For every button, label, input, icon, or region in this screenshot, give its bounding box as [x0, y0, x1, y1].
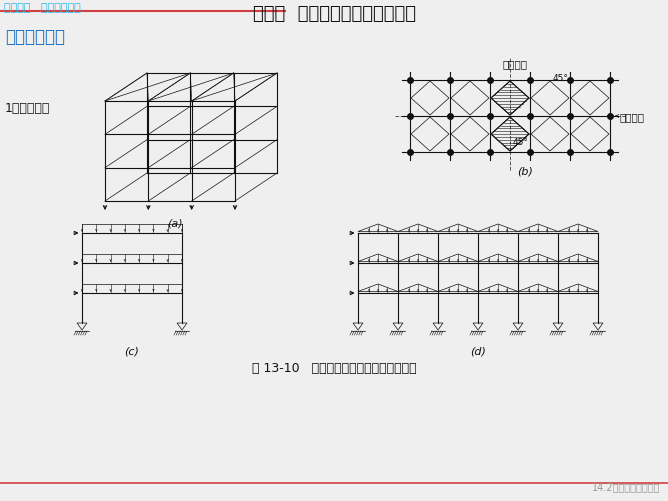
Text: 纵向框架: 纵向框架	[502, 59, 528, 69]
Text: 1、计算单元: 1、计算单元	[5, 102, 50, 115]
Text: (c): (c)	[124, 345, 140, 355]
Text: 14.2框架结构计算简图: 14.2框架结构计算简图	[591, 481, 660, 491]
Text: 45°: 45°	[553, 74, 569, 83]
Text: 一、计算简图: 一、计算简图	[5, 28, 65, 46]
Text: 45°: 45°	[513, 138, 529, 147]
Text: 图 13-10   框架结构的计算单元和计算简图: 图 13-10 框架结构的计算单元和计算简图	[252, 361, 416, 374]
Text: (b): (b)	[517, 167, 533, 177]
Text: 第二节  框架结构计算简图及荷载: 第二节 框架结构计算简图及荷载	[253, 5, 415, 23]
Text: (a): (a)	[167, 218, 183, 228]
Text: (d): (d)	[470, 345, 486, 355]
Text: 第十四章   多层框架结构: 第十四章 多层框架结构	[4, 3, 81, 13]
Text: 横向框架: 横向框架	[620, 112, 645, 122]
